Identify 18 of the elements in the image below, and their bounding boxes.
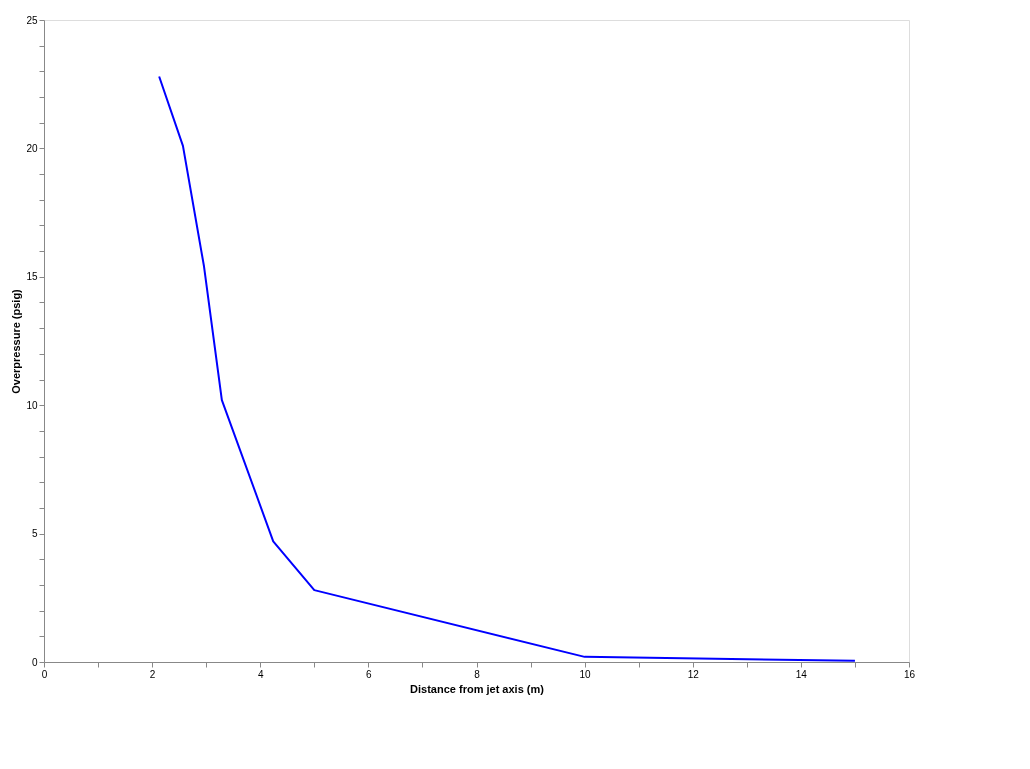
x-tick-label: 10 [579, 668, 592, 680]
x-tick-label: 12 [687, 668, 700, 680]
line-series [158, 75, 856, 662]
x-tick-label: 4 [257, 668, 264, 680]
y-tick-label: 5 [31, 528, 38, 540]
y-tick-label: 25 [26, 14, 38, 26]
y-tick-label: 10 [26, 399, 38, 411]
y-tick-label: 0 [31, 656, 38, 668]
x-tick-label: 0 [41, 668, 48, 680]
y-tick-label: 20 [26, 142, 38, 154]
y-axis-title: Overpressure (psig) [10, 288, 23, 394]
x-axis-title: Distance from jet axis (m) [410, 682, 545, 695]
x-tick-label: 16 [903, 668, 916, 680]
y-tick-label: 15 [26, 271, 38, 283]
x-tick-label: 2 [149, 668, 156, 680]
x-tick-label: 8 [474, 668, 481, 680]
x-tick-label: 6 [366, 668, 373, 680]
x-tick-label: 14 [795, 668, 808, 680]
